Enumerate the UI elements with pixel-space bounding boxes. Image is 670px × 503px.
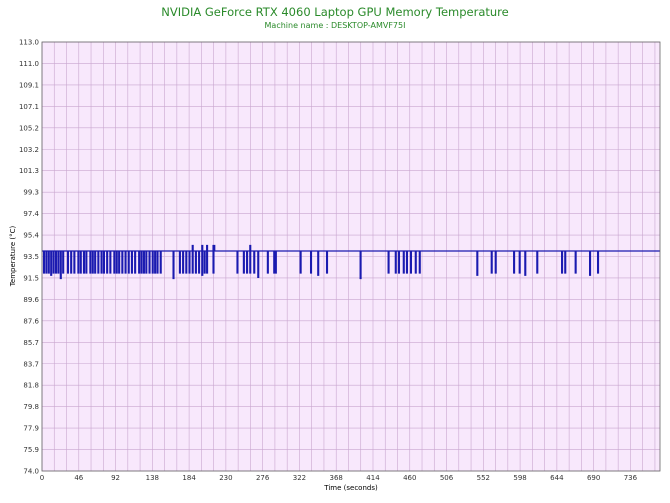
y-tick-label: 111.0 [19, 60, 39, 68]
x-tick-label: 506 [440, 474, 454, 482]
y-axis-label: Temperature (°C) [9, 226, 17, 288]
y-tick-label: 77.9 [23, 425, 39, 433]
y-tick-label: 81.8 [23, 382, 39, 390]
x-tick-label: 184 [182, 474, 196, 482]
chart-title: NVIDIA GeForce RTX 4060 Laptop GPU Memor… [161, 5, 509, 19]
x-tick-label: 46 [74, 474, 83, 482]
y-tick-label: 85.7 [23, 339, 39, 347]
y-tick-label: 83.7 [23, 360, 39, 368]
x-axis-ticks: 0 46 92 138 184 230 276 322 368 414 460 506 552 598 64… [40, 474, 638, 482]
y-tick-label: 99.3 [23, 189, 39, 197]
x-tick-label: 460 [403, 474, 416, 482]
y-tick-label: 101.3 [19, 167, 39, 175]
x-tick-label: 230 [219, 474, 232, 482]
y-tick-label: 79.8 [23, 403, 39, 411]
x-tick-label: 414 [366, 474, 380, 482]
x-tick-label: 736 [624, 474, 638, 482]
y-tick-label: 87.6 [23, 317, 39, 325]
x-axis-label: Time (seconds) [323, 484, 378, 492]
y-tick-label: 93.5 [23, 253, 39, 261]
x-tick-label: 690 [587, 474, 600, 482]
y-axis-ticks: 113.0 111.0 109.1 107.1 105.2 103.2 101.3 99.3 9… [19, 39, 40, 476]
x-tick-label: 92 [111, 474, 120, 482]
y-tick-label: 113.0 [19, 39, 39, 47]
x-tick-label: 644 [550, 474, 564, 482]
x-tick-label: 0 [40, 474, 44, 482]
y-tick-label: 91.5 [23, 274, 39, 282]
x-tick-label: 322 [293, 474, 306, 482]
y-tick-label: 95.4 [23, 232, 39, 240]
x-tick-label: 552 [477, 474, 490, 482]
x-tick-label: 598 [513, 474, 526, 482]
plot-border [41, 41, 661, 472]
chart-subtitle: Machine name : DESKTOP-AMVF75I [264, 21, 406, 30]
y-tick-label: 107.1 [19, 103, 39, 111]
y-tick-label: 97.4 [23, 210, 39, 218]
x-tick-label: 368 [330, 474, 343, 482]
x-tick-label: 276 [256, 474, 270, 482]
y-tick-label: 109.1 [19, 81, 39, 89]
y-tick-label: 103.2 [19, 146, 39, 154]
y-tick-label: 105.2 [19, 124, 39, 132]
y-tick-label: 89.6 [23, 296, 39, 304]
x-tick-label: 138 [146, 474, 159, 482]
y-tick-label: 75.9 [23, 446, 39, 454]
series-line-memory-temperature [42, 244, 660, 280]
y-tick-label: 74.0 [23, 468, 39, 476]
